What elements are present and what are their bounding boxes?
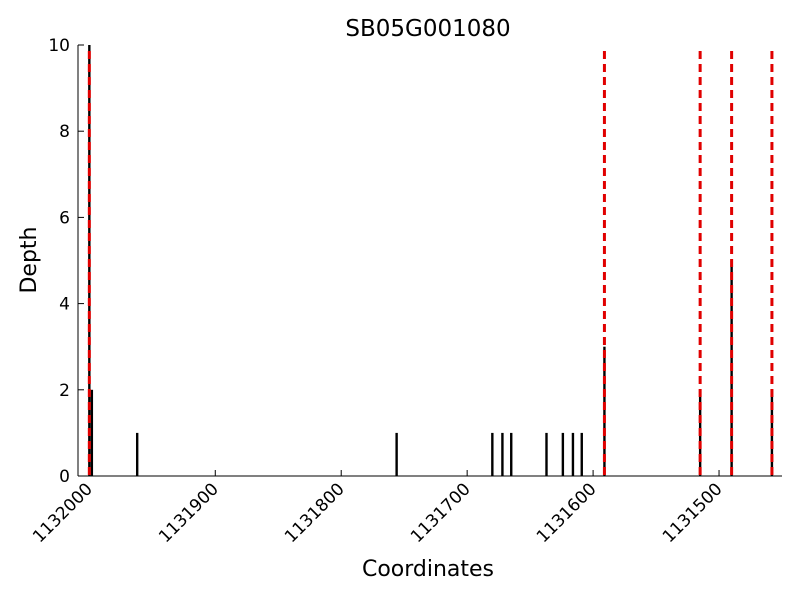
- x-tick-label: 1131700: [407, 479, 475, 547]
- depth-bar: [395, 432, 398, 476]
- depth-bar: [510, 432, 513, 476]
- depth-bar: [491, 432, 494, 476]
- x-axis-label: Coordinates: [362, 557, 494, 582]
- depth-bar: [545, 432, 548, 476]
- depth-bar: [561, 432, 565, 476]
- x-tick-label: 1131500: [659, 479, 727, 547]
- x-tick-label: 1131600: [533, 479, 601, 547]
- y-tick-label: 8: [59, 122, 70, 142]
- y-tick-label: 6: [59, 208, 70, 228]
- y-tick-label: 4: [59, 295, 70, 315]
- y-axis-label: Depth: [17, 226, 42, 293]
- plot-area: 0 2 4 6 8 10 1132000 1131900 1131800 1131700 11316…: [29, 36, 782, 547]
- depth-bar: [580, 432, 583, 476]
- depth-bar: [571, 432, 575, 476]
- x-tick-label: 1131800: [281, 479, 349, 547]
- depth-bar: [90, 389, 94, 476]
- x-tick-label: 1131900: [155, 479, 223, 547]
- chart-title: SB05G001080: [345, 16, 510, 42]
- y-tick-label: 10: [48, 36, 70, 56]
- y-tick-label: 2: [59, 381, 70, 401]
- depth-bar: [135, 432, 139, 476]
- depth-bar: [603, 346, 606, 476]
- x-tick-label: 1132000: [29, 479, 97, 547]
- y-tick-label: 0: [59, 467, 70, 487]
- depth-bar: [501, 432, 504, 476]
